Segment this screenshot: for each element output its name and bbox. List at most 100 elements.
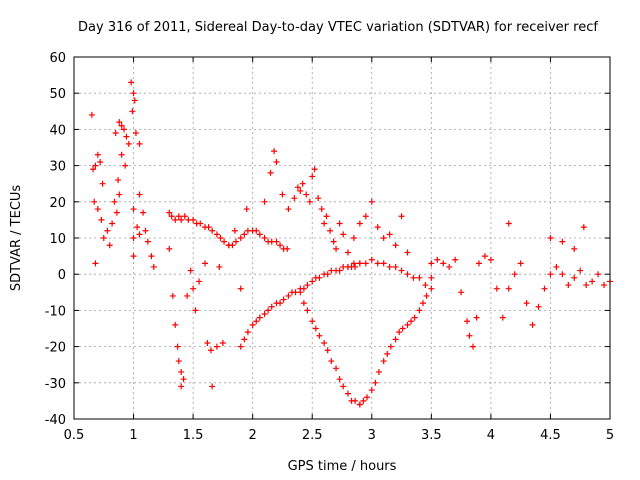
data-point [523, 300, 530, 307]
x-tick-label: 5 [606, 428, 614, 443]
data-point [446, 263, 453, 270]
data-point [190, 216, 197, 223]
data-point [384, 350, 391, 357]
data-point [213, 343, 220, 350]
data-point [304, 307, 311, 314]
data-point [571, 245, 578, 252]
data-point [356, 220, 363, 227]
data-point [291, 195, 298, 202]
data-point [344, 263, 351, 270]
data-point [535, 303, 542, 310]
data-point [190, 285, 197, 292]
data-point [392, 263, 399, 270]
chart-title: Day 316 of 2011, Sidereal Day-to-day VTE… [78, 20, 598, 35]
data-point [253, 318, 260, 325]
data-point [517, 260, 524, 267]
data-point [583, 282, 590, 289]
data-point [316, 274, 323, 281]
data-point [121, 126, 128, 133]
data-point [237, 285, 244, 292]
data-point [470, 343, 477, 350]
x-tick-label: 2.5 [302, 428, 323, 443]
data-point [136, 191, 143, 198]
data-point [94, 206, 101, 213]
data-point [285, 206, 292, 213]
data-point [304, 282, 311, 289]
data-point [231, 227, 238, 234]
data-point [416, 274, 423, 281]
data-point [97, 158, 104, 165]
data-point [309, 278, 316, 285]
data-point [261, 311, 268, 318]
data-point [116, 119, 123, 126]
data-point [142, 227, 149, 234]
data-point [174, 343, 181, 350]
y-tick-label: -20 [45, 341, 66, 356]
data-point [130, 253, 137, 260]
data-point [202, 260, 209, 267]
data-point [360, 397, 367, 404]
data-point [207, 347, 214, 354]
data-point [386, 263, 393, 270]
data-point [323, 213, 330, 220]
data-point [350, 260, 357, 267]
data-point [505, 285, 512, 292]
data-point [411, 314, 418, 321]
x-axis-title: GPS time / hours [288, 459, 397, 474]
data-point [273, 238, 280, 245]
y-tick-labels: -40 -30 -20 -10 0 10 20 30 40 50 60 [45, 51, 66, 428]
data-point [91, 198, 98, 205]
y-tick-label: -10 [45, 304, 66, 319]
data-point [571, 274, 578, 281]
data-point [136, 140, 143, 147]
data-point [204, 339, 211, 346]
data-point [99, 180, 106, 187]
y-tick-label: 20 [49, 196, 66, 211]
data-point [372, 379, 379, 386]
data-point [336, 220, 343, 227]
data-point [321, 339, 328, 346]
data-point [452, 256, 459, 263]
data-point [294, 184, 301, 191]
data-point [267, 169, 274, 176]
data-point [386, 231, 393, 238]
data-point [324, 347, 331, 354]
data-point [428, 274, 435, 281]
y-tick-label: 0 [58, 268, 66, 283]
data-point [399, 325, 406, 332]
data-point [181, 213, 188, 220]
data-point [324, 271, 331, 278]
x-tick-labels: 0.5 1 1.5 2 2.5 3 3.5 4 4.5 5 [64, 428, 614, 443]
data-point [213, 231, 220, 238]
data-point [303, 191, 310, 198]
data-point [241, 336, 248, 343]
data-point [464, 318, 471, 325]
data-point [271, 148, 278, 155]
data-point [589, 278, 596, 285]
data-point [333, 245, 340, 252]
data-point [237, 343, 244, 350]
data-point [130, 206, 137, 213]
data-point [505, 220, 512, 227]
data-point [279, 191, 286, 198]
data-point [375, 368, 382, 375]
data-point [112, 130, 119, 137]
data-point [396, 329, 403, 336]
data-point [277, 242, 284, 249]
data-point [122, 162, 129, 169]
data-point [577, 267, 584, 274]
plot-frame [73, 56, 611, 420]
data-point [350, 235, 357, 241]
data-point [216, 263, 223, 270]
data-point [178, 216, 185, 223]
data-point [136, 231, 143, 238]
y-tick-label: 50 [49, 87, 66, 102]
x-tick-label: 1.5 [183, 428, 204, 443]
data-point [328, 358, 335, 365]
data-point [123, 133, 130, 140]
data-point [423, 292, 430, 299]
data-point [148, 253, 155, 260]
data-point [315, 195, 322, 202]
data-point [217, 235, 224, 241]
data-point [241, 231, 248, 238]
